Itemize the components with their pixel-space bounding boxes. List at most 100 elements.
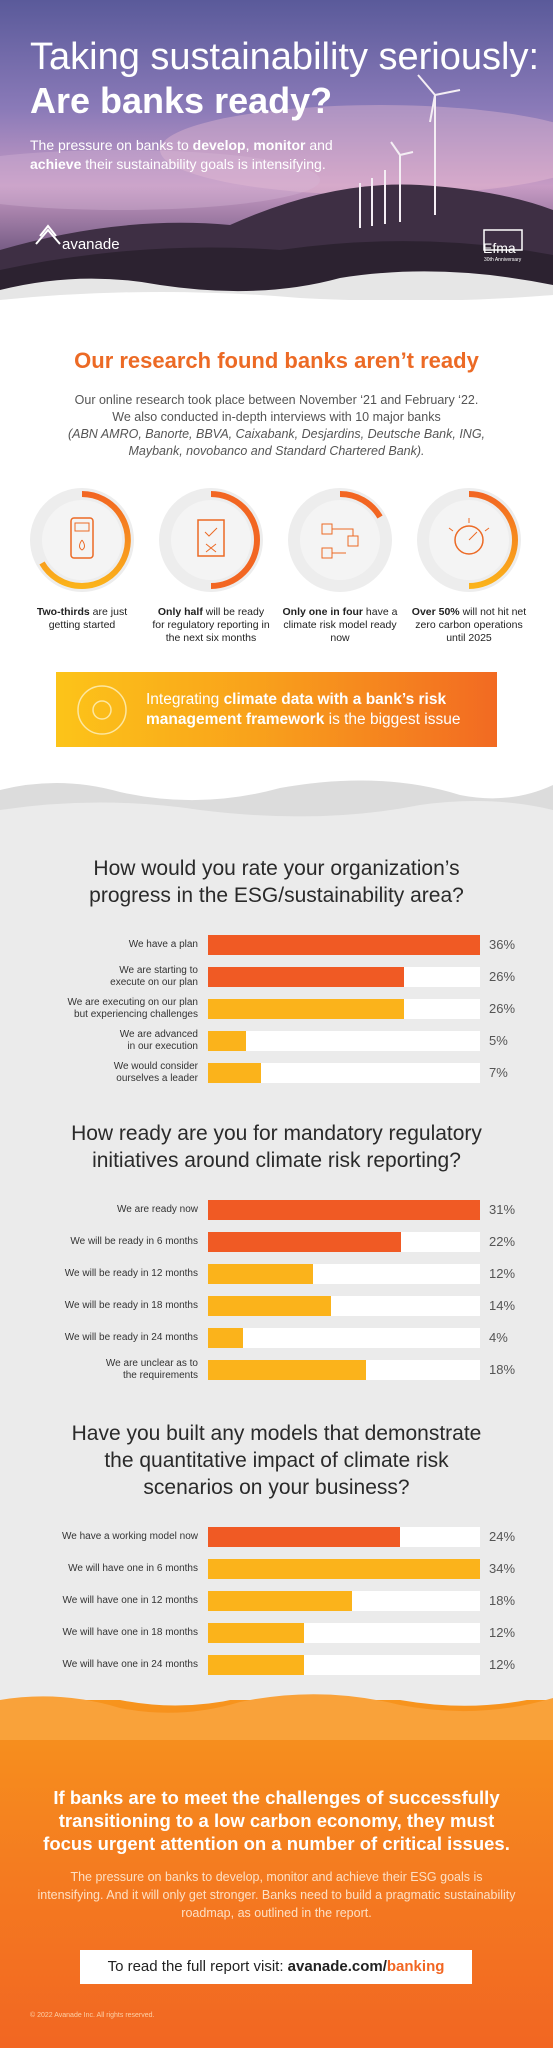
- value-label: 18%: [489, 1362, 516, 1377]
- value-label: 4%: [489, 1330, 508, 1345]
- intro-text: Our online research took place between N…: [40, 392, 513, 460]
- bar: [208, 1063, 261, 1083]
- text: Over 50%: [411, 606, 460, 618]
- bar: [208, 1527, 400, 1547]
- value-label: 26%: [489, 1001, 516, 1016]
- stat-icons: [30, 488, 521, 592]
- value-label: 5%: [489, 1033, 508, 1048]
- value-label: 36%: [489, 937, 516, 952]
- partner-tagline: 30th Anniversary: [484, 257, 522, 263]
- text: climate data with a bank’s risk manageme…: [146, 691, 447, 728]
- text: (ABN AMRO, Banorte, BBVA, Caixabank, Des…: [67, 427, 486, 458]
- bar-track: [208, 1328, 480, 1348]
- bar: [208, 967, 405, 987]
- category-label: We will have one in 18 months: [62, 1627, 198, 1638]
- text: Only half: [157, 606, 203, 618]
- cta-box[interactable]: To read the full report visit: avanade.c…: [80, 1950, 472, 1984]
- bar: [208, 1232, 402, 1252]
- bar: [208, 1264, 314, 1284]
- text: develop: [192, 137, 246, 153]
- outro-heading: If banks are to meet the challenges of s…: [43, 1787, 510, 1854]
- wave: [0, 1690, 553, 1740]
- text: To read the full report visit:: [107, 1958, 288, 1975]
- category-label: We are advanced in our execution: [119, 1029, 198, 1052]
- bar: [208, 999, 405, 1019]
- outro-section: [0, 1700, 553, 2048]
- value-label: 26%: [489, 969, 516, 984]
- value-label: 22%: [489, 1234, 516, 1249]
- value-label: 12%: [489, 1625, 516, 1640]
- stat-caption: Two-thirds are just getting started: [22, 606, 142, 632]
- text: We also conducted in-depth interviews wi…: [112, 410, 441, 424]
- text: their sustainability goals is intensifyi…: [81, 156, 326, 172]
- bar-track: [208, 1063, 480, 1083]
- outro-text: The pressure on banks to develop, monito…: [37, 1870, 516, 1920]
- text: will be ready for regulatory reporting i…: [152, 606, 270, 644]
- category-label: We will be ready in 24 months: [64, 1332, 198, 1343]
- text: The pressure on banks to: [30, 137, 193, 153]
- category-label: We have a plan: [128, 939, 198, 950]
- hero: Taking sustainability seriously: Are ban…: [0, 0, 553, 310]
- bar: [208, 1360, 366, 1380]
- footer: © 2022 Avanade Inc. All rights reserved.: [30, 2012, 155, 2019]
- text: ,: [245, 137, 254, 153]
- bar: [208, 1623, 304, 1643]
- chart-title: Have you built any models that demonstra…: [71, 1422, 482, 1499]
- value-label: 34%: [489, 1561, 516, 1576]
- text: Our online research took place between N…: [74, 393, 479, 407]
- partner-logo: Efma: [483, 240, 516, 256]
- value-label: 7%: [489, 1065, 508, 1080]
- text: is the biggest issue: [324, 711, 461, 728]
- category-label: We will have one in 12 months: [62, 1595, 198, 1606]
- bar: [208, 1328, 244, 1348]
- category-label: We will be ready in 6 months: [70, 1236, 198, 1247]
- category-label: We will have one in 6 months: [68, 1563, 198, 1574]
- value-label: 31%: [489, 1202, 516, 1217]
- hero-title: Taking sustainability seriously:: [30, 36, 540, 78]
- value-label: 12%: [489, 1657, 516, 1672]
- category-label: We will be ready in 18 months: [64, 1300, 198, 1311]
- bar: [208, 1655, 304, 1675]
- text: Only one in four: [282, 606, 364, 618]
- bar-track: [208, 1031, 480, 1051]
- text: have a climate risk model ready now: [283, 606, 398, 644]
- stat-caption: Only half will be ready for regulatory r…: [151, 606, 271, 645]
- banner-text: Integrating climate data with a bank’s r…: [146, 690, 486, 730]
- value-label: 18%: [489, 1593, 516, 1608]
- category-label: We are starting to execute on our plan: [110, 965, 198, 988]
- bar: [208, 1591, 352, 1611]
- text: Integrating: [146, 691, 224, 708]
- link[interactable]: banking: [386, 1958, 445, 1975]
- text: monitor: [253, 137, 306, 153]
- bar: [208, 1559, 480, 1579]
- category-label: We are ready now: [117, 1204, 198, 1215]
- category-label: We are unclear as to the requirements: [105, 1358, 198, 1381]
- wave: [0, 780, 553, 830]
- banner-icon: [77, 685, 127, 735]
- text: Two-thirds: [36, 606, 90, 618]
- category-label: We would consider ourselves a leader: [113, 1061, 198, 1084]
- stat-caption: Over 50% will not hit net zero carbon op…: [409, 606, 529, 645]
- bar: [208, 1200, 480, 1220]
- category-label: We will be ready in 12 months: [64, 1268, 198, 1279]
- text: will not hit net zero carbon operations …: [415, 606, 527, 644]
- banner: Integrating climate data with a bank’s r…: [56, 672, 497, 747]
- bar: [208, 935, 480, 955]
- category-label: We will have one in 24 months: [62, 1659, 198, 1670]
- value-label: 24%: [489, 1529, 516, 1544]
- stat-caption: Only one in four have a climate risk mod…: [280, 606, 400, 645]
- section-heading: Our research found banks aren’t ready: [74, 348, 479, 373]
- link[interactable]: avanade.com/: [287, 1958, 387, 1975]
- value-label: 14%: [489, 1298, 516, 1313]
- chart-title: How would you rate your organization’s p…: [89, 857, 464, 907]
- bar: [208, 1031, 246, 1051]
- text: are just getting started: [48, 606, 128, 631]
- logo: avanade: [62, 236, 120, 253]
- text: and: [305, 137, 333, 153]
- chart-title: How ready are you for mandatory regulato…: [71, 1122, 482, 1172]
- value-label: 12%: [489, 1266, 516, 1281]
- category-label: We are executing on our plan but experie…: [67, 997, 198, 1020]
- bar: [208, 1296, 331, 1316]
- hero-title: Are banks ready?: [30, 80, 333, 121]
